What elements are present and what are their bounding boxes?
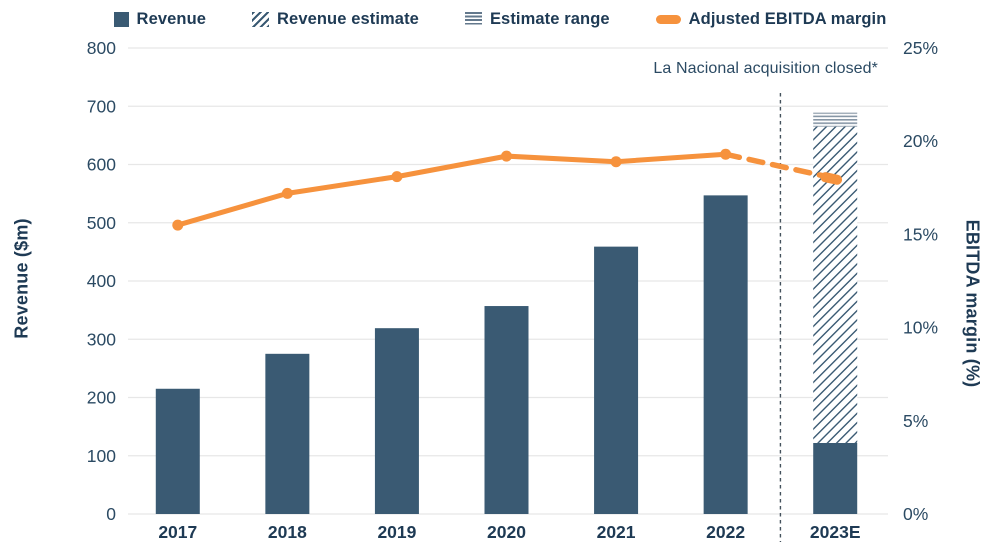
right-axis-tick-label: 5%: [903, 411, 928, 431]
legend-label: Revenue estimate: [277, 9, 419, 28]
revenue-bar-2023E: [813, 442, 858, 514]
diagonal-hatch-icon: [252, 11, 270, 27]
revenue-bar-2019: [374, 328, 419, 514]
ebitda-marker-2020: [501, 150, 512, 162]
ebitda-marker-2018: [281, 187, 293, 199]
revenue-bar-2021: [594, 246, 639, 514]
left-axis-tick-label: 300: [87, 329, 116, 349]
x-axis-label-2019: 2019: [377, 522, 416, 542]
x-axis-label-2022: 2022: [706, 522, 745, 542]
right-axis-tick-label: 0%: [903, 504, 928, 524]
revenue-bar-2020: [484, 306, 529, 514]
left-axis-title: Revenue ($m): [11, 218, 32, 339]
left-axis-tick-label: 700: [87, 96, 116, 116]
revenue-bar-2018: [265, 353, 310, 514]
left-axis-tick-label: 100: [87, 446, 116, 466]
ebitda-margin-line: [175, 151, 729, 228]
left-axis-tick-label: 500: [87, 213, 116, 233]
estimate-range-band: [813, 112, 858, 127]
revenue-bar-2022: [703, 195, 748, 514]
right-axis-tick-label: 20%: [903, 131, 938, 151]
x-axis-label-2023E: 2023E: [810, 522, 861, 542]
right-axis-tick-label: 15%: [903, 224, 938, 244]
ebitda-marker-2023E: [820, 172, 843, 185]
ebitda-marker-2021: [610, 156, 622, 168]
right-axis-title: EBITDA margin (%): [962, 219, 983, 388]
left-axis-tick-label: 800: [87, 38, 116, 58]
legend-item-revenue-estimate: Revenue estimate: [252, 10, 419, 29]
right-axis-tick-label: 10%: [903, 318, 938, 338]
left-axis-tick-label: 200: [87, 388, 116, 408]
legend-label: Adjusted EBITDA margin: [688, 9, 887, 28]
left-axis-tick-label: 600: [87, 155, 116, 175]
x-axis-label-2021: 2021: [597, 522, 636, 542]
acquisition-annotation: La Nacional acquisition closed*: [653, 60, 878, 77]
x-axis-label-2017: 2017: [158, 522, 197, 542]
horizontal-stripes-icon: [464, 12, 482, 26]
legend-item-revenue: Revenue: [113, 9, 207, 29]
ebitda-marker-2017: [172, 219, 184, 231]
x-axis-label-2020: 2020: [487, 522, 526, 542]
ebitda-marker-2019: [391, 171, 403, 183]
revenue-swatch-icon: [113, 11, 129, 27]
legend-label: Estimate range: [489, 9, 610, 28]
x-axis-label-2018: 2018: [268, 522, 307, 542]
orange-dash-icon: [655, 14, 681, 24]
ebitda-margin-line-dashed: [722, 151, 838, 182]
left-axis-tick-label: 0: [106, 504, 116, 524]
left-axis-tick-label: 400: [87, 271, 116, 291]
legend-label: Revenue: [136, 9, 207, 28]
chart-legend: Revenue Revenue estimate Estimate range …: [0, 6, 1000, 32]
ebitda-marker-2022: [720, 148, 732, 160]
legend-item-estimate-range: Estimate range: [464, 9, 610, 29]
legend-item-ebitda-margin: Adjusted EBITDA margin: [655, 9, 887, 29]
revenue-bar-2017: [155, 388, 200, 514]
right-axis-tick-label: 25%: [903, 38, 938, 58]
